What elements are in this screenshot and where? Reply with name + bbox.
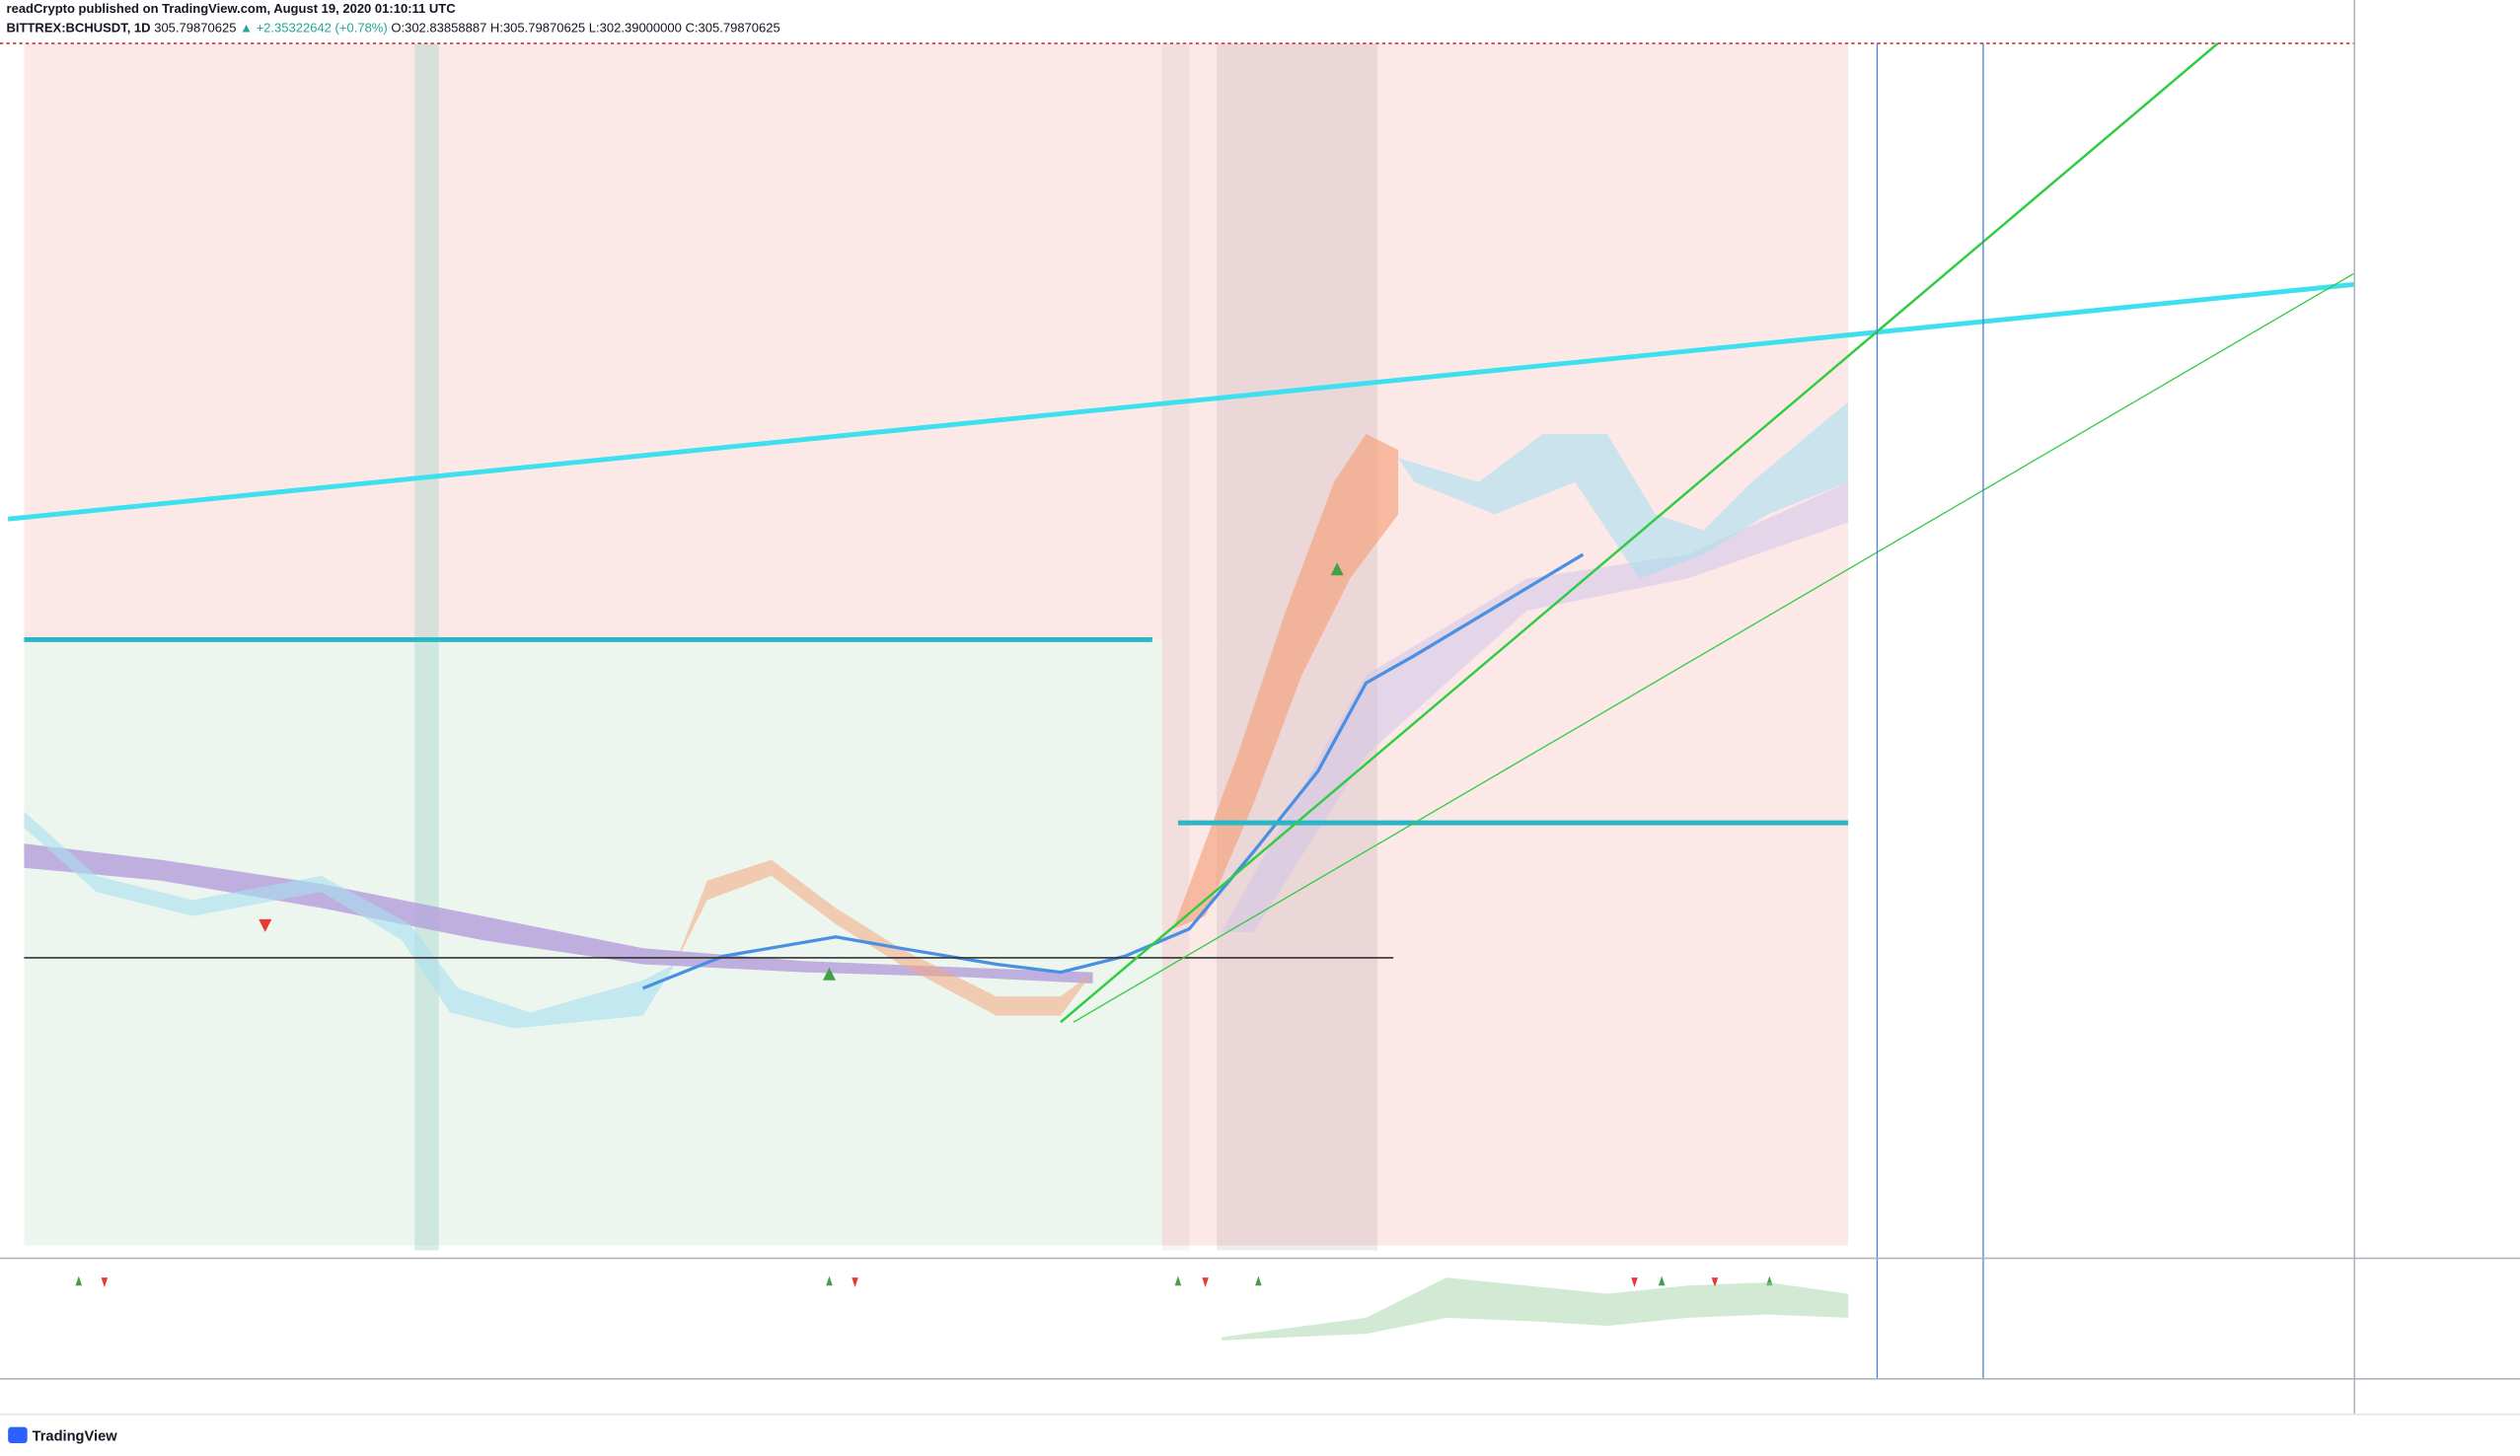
- zones: [24, 42, 1849, 1251]
- trendline: [1073, 272, 2355, 1023]
- cloud-orange: [675, 859, 1093, 1016]
- published-line: readCrypto published on TradingView.com,…: [7, 1, 457, 16]
- signal-up: [1174, 1275, 1182, 1286]
- band-teal: [414, 42, 439, 1251]
- cloud-orange: [1173, 433, 1399, 929]
- volume-cloud: [1221, 1277, 1849, 1341]
- signal-down: [259, 918, 272, 932]
- last-price: 305.79870625: [154, 21, 236, 36]
- signal-up: [1330, 562, 1344, 576]
- trendline: [1060, 42, 2219, 1024]
- trendline: [7, 281, 2355, 522]
- volume-pane: [0, 1257, 2520, 1341]
- moving-average: [641, 552, 1585, 990]
- signal-down: [1711, 1277, 1719, 1287]
- change: ▲ +2.35322642 (+0.78%): [240, 21, 388, 36]
- cloud-blue: [1398, 401, 1849, 579]
- signal-down: [101, 1277, 109, 1287]
- zone-red: [24, 42, 1849, 640]
- symbol-line: BITTREX:BCHUSDT, 1D 305.79870625 ▲ +2.35…: [7, 21, 780, 36]
- signal-up: [826, 1275, 833, 1286]
- drawings: [0, 42, 2355, 1379]
- signal-up: [1255, 1275, 1262, 1286]
- footer-brand[interactable]: TradingView: [33, 1428, 118, 1444]
- symbol: BITTREX:BCHUSDT, 1D: [7, 21, 151, 36]
- cloud-lavender: [1221, 481, 1849, 932]
- signal-up: [75, 1275, 83, 1286]
- ohlc: O:302.83858887 H:305.79870625 L:302.3900…: [391, 21, 779, 36]
- cloud-purple: [24, 843, 1093, 984]
- signal-down: [1631, 1277, 1638, 1287]
- signal-up: [1658, 1275, 1666, 1286]
- signal-up: [822, 967, 836, 981]
- band-gray: [1161, 42, 1190, 1251]
- logo: [8, 1426, 28, 1443]
- signal-down: [1202, 1277, 1209, 1287]
- cloud-blue: [24, 811, 676, 1029]
- signal-down: [852, 1277, 858, 1287]
